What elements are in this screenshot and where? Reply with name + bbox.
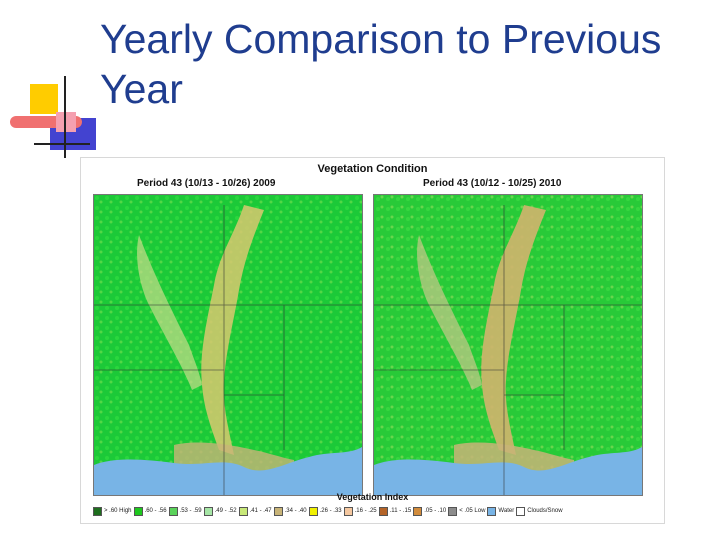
pink-accent [56, 112, 76, 132]
legend-item: .53 - .59 [168, 506, 202, 516]
yellow-square [30, 84, 58, 114]
legend-item: .26 - .33 [308, 506, 342, 516]
right-period-label: Period 43 (10/12 - 10/25) 2010 [423, 178, 562, 189]
legend-label: .16 - .25 [354, 508, 377, 514]
legend-swatch [238, 506, 248, 516]
slide-decoration [0, 0, 100, 160]
legend-swatch [413, 506, 423, 516]
legend-label: Water [498, 508, 515, 514]
legend-item: .11 - .15 [378, 506, 412, 516]
gulf-water [374, 447, 642, 495]
legend-swatch [133, 506, 143, 516]
legend-label: Clouds/Snow [527, 508, 563, 514]
vertical-line [64, 76, 66, 158]
legend-label: .41 - .47 [249, 508, 272, 514]
legend-item: > .60 High [93, 506, 132, 516]
legend-swatch [308, 506, 318, 516]
floodplain-left [137, 235, 202, 390]
river-floodplain [201, 205, 264, 455]
legend-item: Water [487, 506, 515, 516]
legend-swatch [378, 506, 388, 516]
vegetation-index-legend: > .60 High .60 - .56 .53 - .59 .49 - .52 .41… [93, 504, 653, 518]
map-2010 [373, 194, 643, 496]
legend-swatch [448, 506, 458, 516]
vegetation-condition-figure: Vegetation Condition Period 43 (10/13 - … [80, 157, 665, 524]
legend-label: .05 - .10 [424, 508, 447, 514]
legend-item: .41 - .47 [238, 506, 272, 516]
legend-swatch [516, 506, 526, 516]
gulf-water [94, 447, 362, 495]
side-credit-text [653, 162, 663, 512]
legend-label: > .60 High [104, 508, 132, 514]
legend-swatch [487, 506, 497, 516]
slide-title: Yearly Comparison to Previous Year [100, 16, 662, 112]
legend-swatch [343, 506, 353, 516]
legend-label: < .05 Low [459, 508, 486, 514]
legend-title: Vegetation Index [336, 492, 409, 502]
legend-swatch [273, 506, 283, 516]
legend-swatch [203, 506, 213, 516]
legend-label: .53 - .59 [179, 508, 202, 514]
legend-label: .26 - .33 [319, 508, 342, 514]
legend-item: .60 - .56 [133, 506, 167, 516]
river-floodplain [481, 205, 546, 455]
legend-label: .11 - .15 [389, 508, 412, 514]
horizontal-line [34, 143, 90, 145]
legend-item: .05 - .10 [413, 506, 447, 516]
figure-title: Vegetation Condition [317, 163, 428, 175]
legend-item: < .05 Low [448, 506, 486, 516]
legend-label: .34 - .40 [284, 508, 307, 514]
state-borders [94, 205, 362, 495]
legend-item: Clouds/Snow [516, 506, 563, 516]
legend-item: .34 - .40 [273, 506, 307, 516]
state-borders [374, 205, 642, 495]
floodplain-left [417, 235, 482, 390]
legend-label: .49 - .52 [214, 508, 237, 514]
map-2009 [93, 194, 363, 496]
legend-swatch [93, 506, 102, 516]
legend-swatch [168, 506, 178, 516]
legend-label: .60 - .56 [144, 508, 167, 514]
left-period-label: Period 43 (10/13 - 10/26) 2009 [137, 178, 276, 189]
legend-item: .49 - .52 [203, 506, 237, 516]
legend-item: .16 - .25 [343, 506, 377, 516]
